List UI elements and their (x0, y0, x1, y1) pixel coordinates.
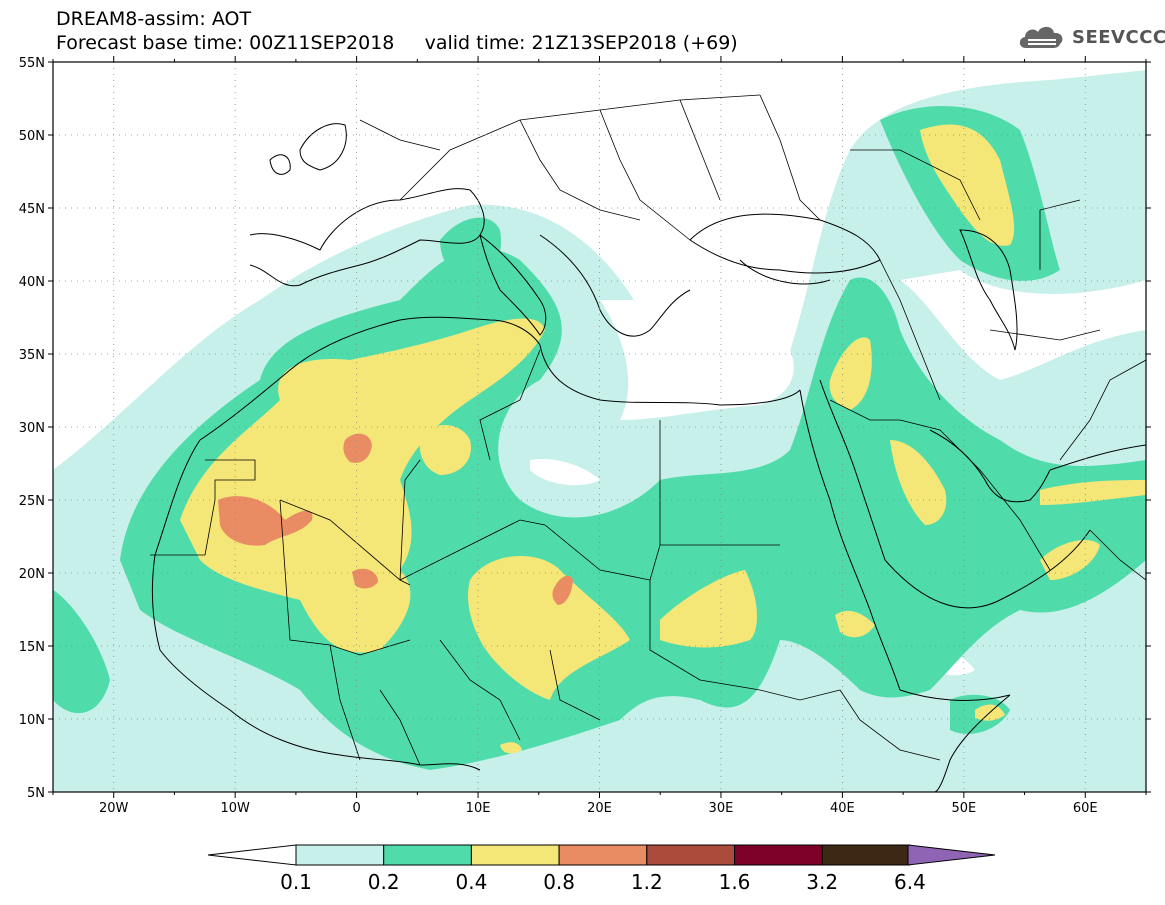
colorbar-box (470, 844, 560, 866)
lat-label: 10N (19, 713, 45, 728)
colorbar-box (646, 844, 735, 866)
forecast-time-subtitle: Forecast base time: 00Z11SEP2018 valid t… (56, 32, 738, 54)
longitude-labels: 20W 10W 0 10E 20E 30E 40E 50E 60E (99, 801, 1098, 816)
country-borders (150, 94, 1146, 766)
map-title: DREAM8-assim: AOT (56, 8, 252, 30)
colorbar-label: 1.2 (631, 870, 663, 894)
lat-label: 5N (27, 786, 45, 801)
lat-label: 45N (19, 202, 45, 217)
colorbar-box (821, 844, 911, 866)
colorbar-label: 0.2 (368, 870, 400, 894)
aot-contour-0.8 (218, 433, 573, 605)
lat-label: 25N (19, 494, 45, 509)
latitude-labels: 55N 50N 45N 40N 35N 30N 25N 20N 15N 10N 5N (19, 56, 45, 801)
cloud-icon (1019, 26, 1063, 48)
lat-label: 50N (19, 129, 45, 144)
seevccc-logo: SEEVCCC (1016, 22, 1165, 52)
map-ticks (48, 56, 1151, 798)
colorbar-box (734, 844, 823, 866)
lon-label: 10E (466, 801, 491, 816)
lat-label: 35N (19, 348, 45, 363)
lon-label: 0 (352, 801, 360, 816)
logo-text: SEEVCCC (1072, 26, 1165, 48)
colorbar-label: 0.4 (455, 870, 487, 894)
lon-label: 20E (587, 801, 612, 816)
aot-contour-0.4 (180, 124, 1146, 754)
colorbar-label: 6.4 (894, 870, 926, 894)
graticule (53, 62, 1146, 792)
lon-label: 30E (709, 801, 734, 816)
colorbar: 0.1 0.2 0.4 0.8 1.2 1.6 3.2 6.4 (207, 844, 996, 894)
map-plot-area (53, 62, 1146, 792)
colorbar-label: 0.8 (543, 870, 575, 894)
colorbar-box (295, 844, 385, 866)
colorbar-over-triangle (907, 844, 996, 866)
colorbar-label: 3.2 (806, 870, 838, 894)
lon-label: 50E (951, 801, 976, 816)
lat-label: 30N (19, 421, 45, 436)
lon-label: 40E (830, 801, 855, 816)
lon-label: 60E (1073, 801, 1098, 816)
colorbar-box (383, 844, 472, 866)
colorbar-label: 0.1 (280, 870, 312, 894)
colorbar-label: 1.6 (719, 870, 751, 894)
lat-label: 40N (19, 275, 45, 290)
lat-label: 15N (19, 640, 45, 655)
lon-label: 20W (99, 801, 129, 816)
lat-label: 55N (19, 56, 45, 71)
lat-label: 20N (19, 567, 45, 582)
colorbar-under-triangle (207, 844, 297, 866)
coastlines (151, 123, 1146, 792)
aot-clean-areas (530, 270, 1146, 676)
lon-label: 10W (220, 801, 250, 816)
colorbar-box (558, 844, 648, 866)
